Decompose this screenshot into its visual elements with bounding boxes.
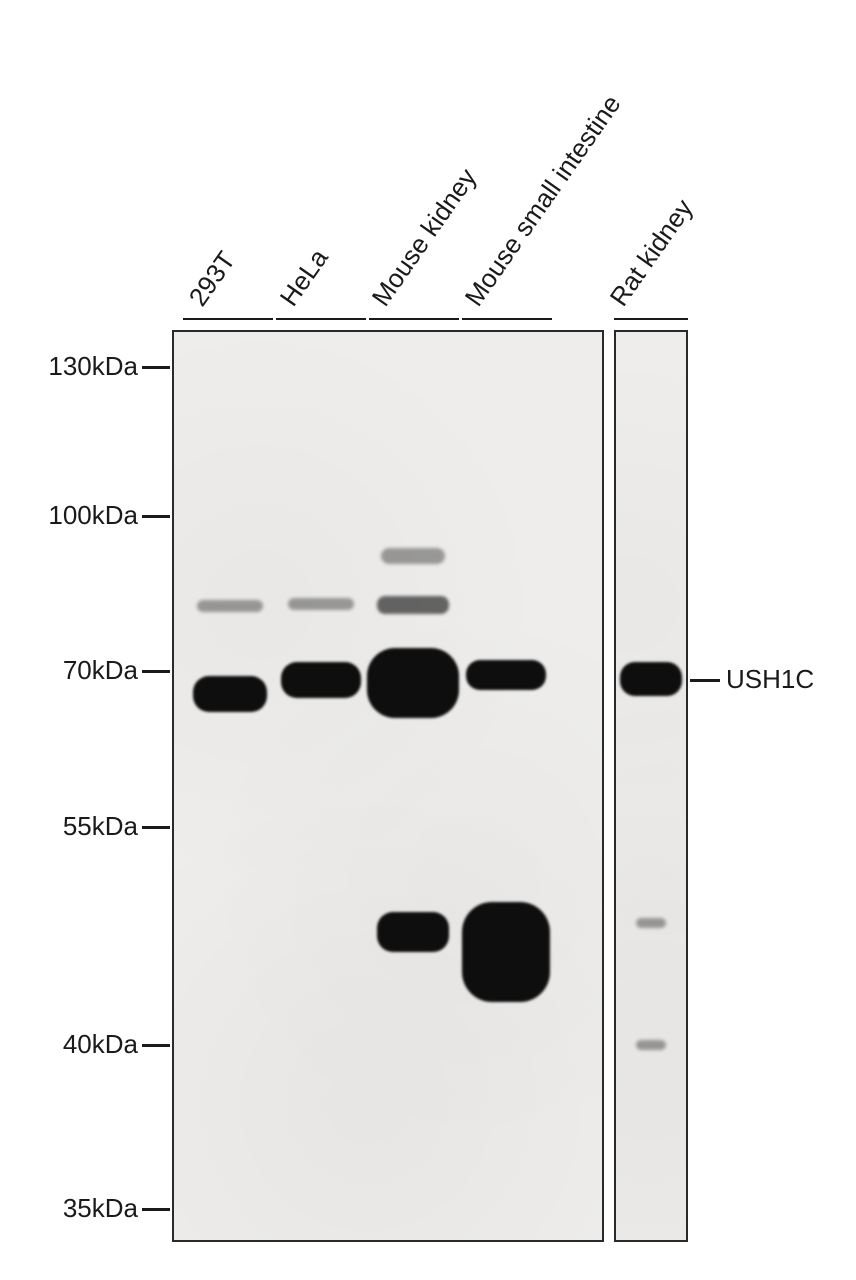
band <box>466 660 546 690</box>
mw-tick <box>142 1208 170 1211</box>
band <box>377 912 449 952</box>
lane-underline <box>614 318 688 320</box>
western-blot-figure: 293T HeLa Mouse kidney Mouse small intes… <box>0 0 856 1280</box>
target-label: USH1C <box>726 664 814 695</box>
lane-label-rat-kidney: Rat kidney <box>604 194 700 312</box>
band <box>193 676 267 712</box>
band <box>377 596 449 614</box>
lane-underline <box>276 318 366 320</box>
band <box>636 1040 666 1050</box>
blot-membrane-1 <box>172 330 604 1242</box>
band <box>288 598 354 610</box>
mw-label: 40kDa <box>63 1029 138 1060</box>
lane-label-hela: HeLa <box>274 243 335 312</box>
mw-tick <box>142 1044 170 1047</box>
band <box>381 548 445 564</box>
lane-label-293t: 293T <box>183 246 242 312</box>
lane-underline <box>462 318 552 320</box>
mw-label: 55kDa <box>63 811 138 842</box>
mw-label: 130kDa <box>48 351 138 382</box>
mw-tick <box>142 515 170 518</box>
band <box>197 600 263 612</box>
band <box>462 902 550 1002</box>
band <box>281 662 361 698</box>
lane-underline <box>369 318 459 320</box>
band <box>367 648 459 718</box>
mw-tick <box>142 366 170 369</box>
blot-membrane-2 <box>614 330 688 1242</box>
band <box>620 662 682 696</box>
band <box>636 918 666 928</box>
lane-label-mouse-small-intestine: Mouse small intestine <box>459 89 628 312</box>
mw-label: 70kDa <box>63 655 138 686</box>
mw-tick <box>142 670 170 673</box>
target-tick <box>690 679 720 682</box>
mw-label: 35kDa <box>63 1193 138 1224</box>
mw-label: 100kDa <box>48 500 138 531</box>
lane-underline <box>183 318 273 320</box>
mw-tick <box>142 826 170 829</box>
